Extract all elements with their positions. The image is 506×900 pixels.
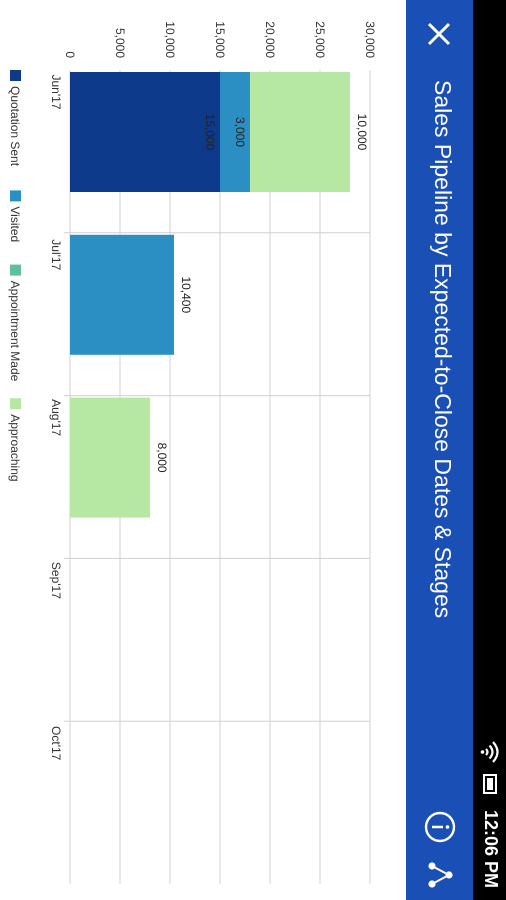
value-tick-label: 25,000 [313, 21, 327, 58]
app-bar: Sales Pipeline by Expected-to-Close Date… [406, 0, 473, 900]
data-label: 15,000 [203, 114, 217, 151]
value-tick-label: 10,000 [163, 21, 177, 58]
bar-segment [70, 234, 174, 355]
data-label: 8,000 [155, 443, 169, 473]
value-tick-label: 15,000 [213, 21, 227, 58]
bar-segment [250, 72, 350, 192]
legend-swatch [10, 190, 21, 202]
chart: 0 5,000 10,000 15,000 20,000 25,000 30,000 Jun'… [8, 21, 377, 884]
data-label: 3,000 [233, 117, 247, 147]
category-tick-label: Jul'17 [49, 239, 63, 270]
category-tick-label: Oct'17 [49, 726, 63, 761]
legend-swatch [10, 398, 21, 410]
status-time: 12:06 PM [481, 809, 501, 888]
data-label: 10,000 [355, 114, 369, 151]
legend-label: Appointment Made [8, 281, 22, 382]
info-icon[interactable] [423, 810, 457, 844]
bar-segment [70, 397, 150, 518]
legend-swatch [10, 70, 21, 81]
legend-label: Approaching [8, 414, 22, 481]
category-tick-label: Aug'17 [49, 399, 63, 436]
value-tick-label: 30,000 [363, 21, 377, 58]
value-tick-label: 5,000 [113, 28, 127, 58]
bar-segment [220, 72, 250, 192]
category-tick-label: Jun'17 [49, 75, 63, 110]
legend-swatch [10, 264, 21, 276]
status-bar: 12:06 PM [473, 0, 506, 900]
wifi-icon [480, 741, 499, 763]
bar-segment [70, 72, 220, 192]
data-label: 10,400 [179, 276, 193, 313]
share-icon[interactable] [423, 858, 457, 892]
value-tick-label: 0 [63, 51, 77, 58]
value-tick-label: 20,000 [263, 21, 277, 58]
battery-icon [483, 774, 497, 794]
category-tick-label: Sep'17 [49, 562, 63, 599]
legend-label: Quotation Sent [8, 86, 22, 167]
page-title: Sales Pipeline by Expected-to-Close Date… [430, 80, 456, 619]
close-icon[interactable] [419, 14, 459, 54]
legend-label: Visited [8, 206, 22, 242]
